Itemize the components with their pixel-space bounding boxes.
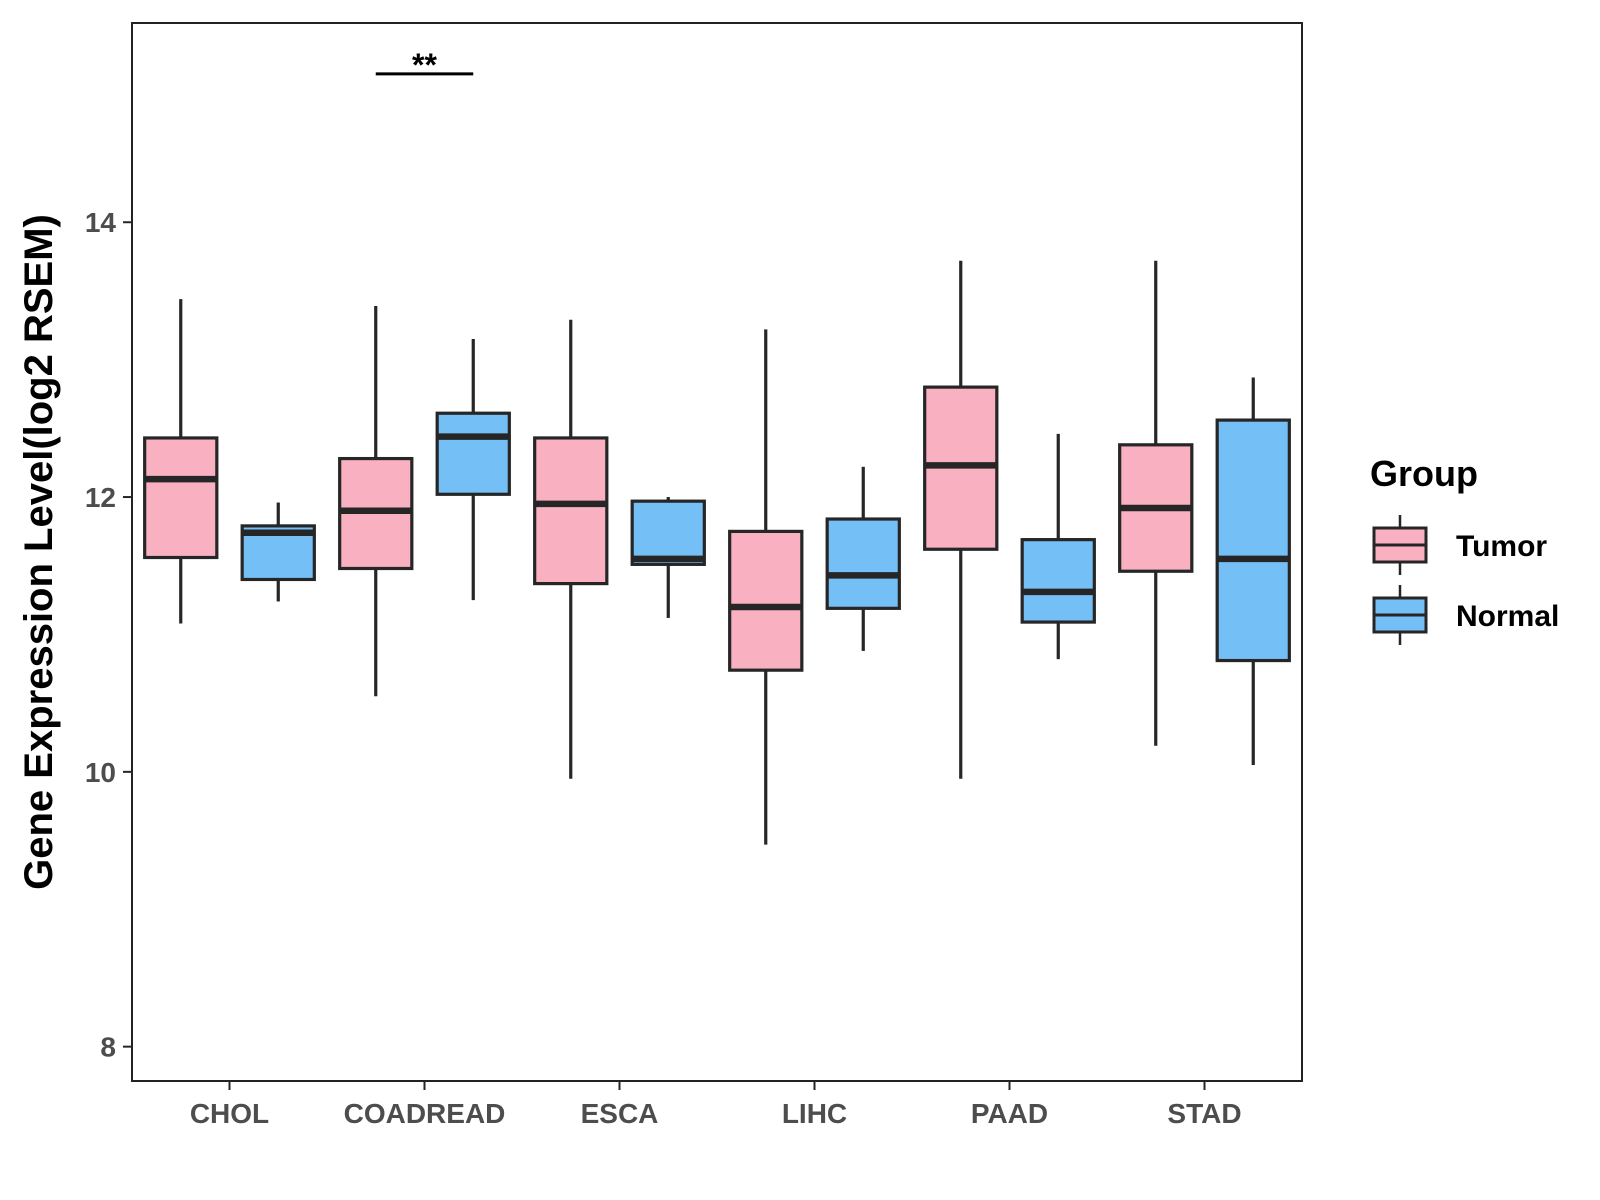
box-group [143,260,1291,845]
box-normal-esca [630,497,706,618]
x-tick-label: ESCA [581,1098,659,1129]
x-tick-label: COADREAD [344,1098,506,1129]
box-tumor-paad [923,260,999,779]
box-tumor-stad [1118,260,1194,746]
x-tick-label: LIHC [782,1098,847,1129]
y-tick-label: 8 [100,1032,116,1063]
box-tumor-lihc [728,329,804,845]
box-normal-coadread [435,339,511,601]
x-tick-label: CHOL [190,1098,269,1129]
box-normal-paad [1020,433,1096,660]
significance-annotations: ** [375,47,474,83]
x-axis: CHOL COADREAD ESCA LIHC PAAD STAD [190,1081,1242,1129]
box-body [143,436,219,560]
legend-label: Tumor [1456,530,1547,563]
box-body [825,517,901,610]
y-axis-title: Gene Expression Level(log2 RSEM) [17,214,61,890]
box-body [435,411,511,496]
x-tick-label: STAD [1167,1098,1241,1129]
box-body [533,436,609,586]
significance-label: ** [412,47,437,83]
y-axis: 8 10 12 14 [85,207,132,1063]
x-tick-label: PAAD [971,1098,1048,1129]
y-tick-label: 10 [85,757,116,788]
panel-border [131,22,1303,1082]
box-tumor-chol [143,299,219,624]
legend: Group Tumor Normal [1370,453,1559,645]
box-body [1020,538,1096,624]
box-normal-chol [240,502,316,602]
legend-item-normal: Normal [1372,585,1559,645]
legend-item-tumor: Tumor [1372,515,1547,575]
y-tick-label: 12 [85,482,116,513]
legend-title: Group [1370,453,1478,494]
box-normal-lihc [825,466,901,651]
y-tick-label: 14 [85,207,117,238]
box-body [1215,418,1291,663]
box-normal-stad [1215,377,1291,765]
box-tumor-coadread [338,306,414,697]
box-tumor-esca [533,319,609,779]
legend-label: Normal [1456,600,1559,633]
box-body [728,529,804,672]
box-body [630,499,706,566]
